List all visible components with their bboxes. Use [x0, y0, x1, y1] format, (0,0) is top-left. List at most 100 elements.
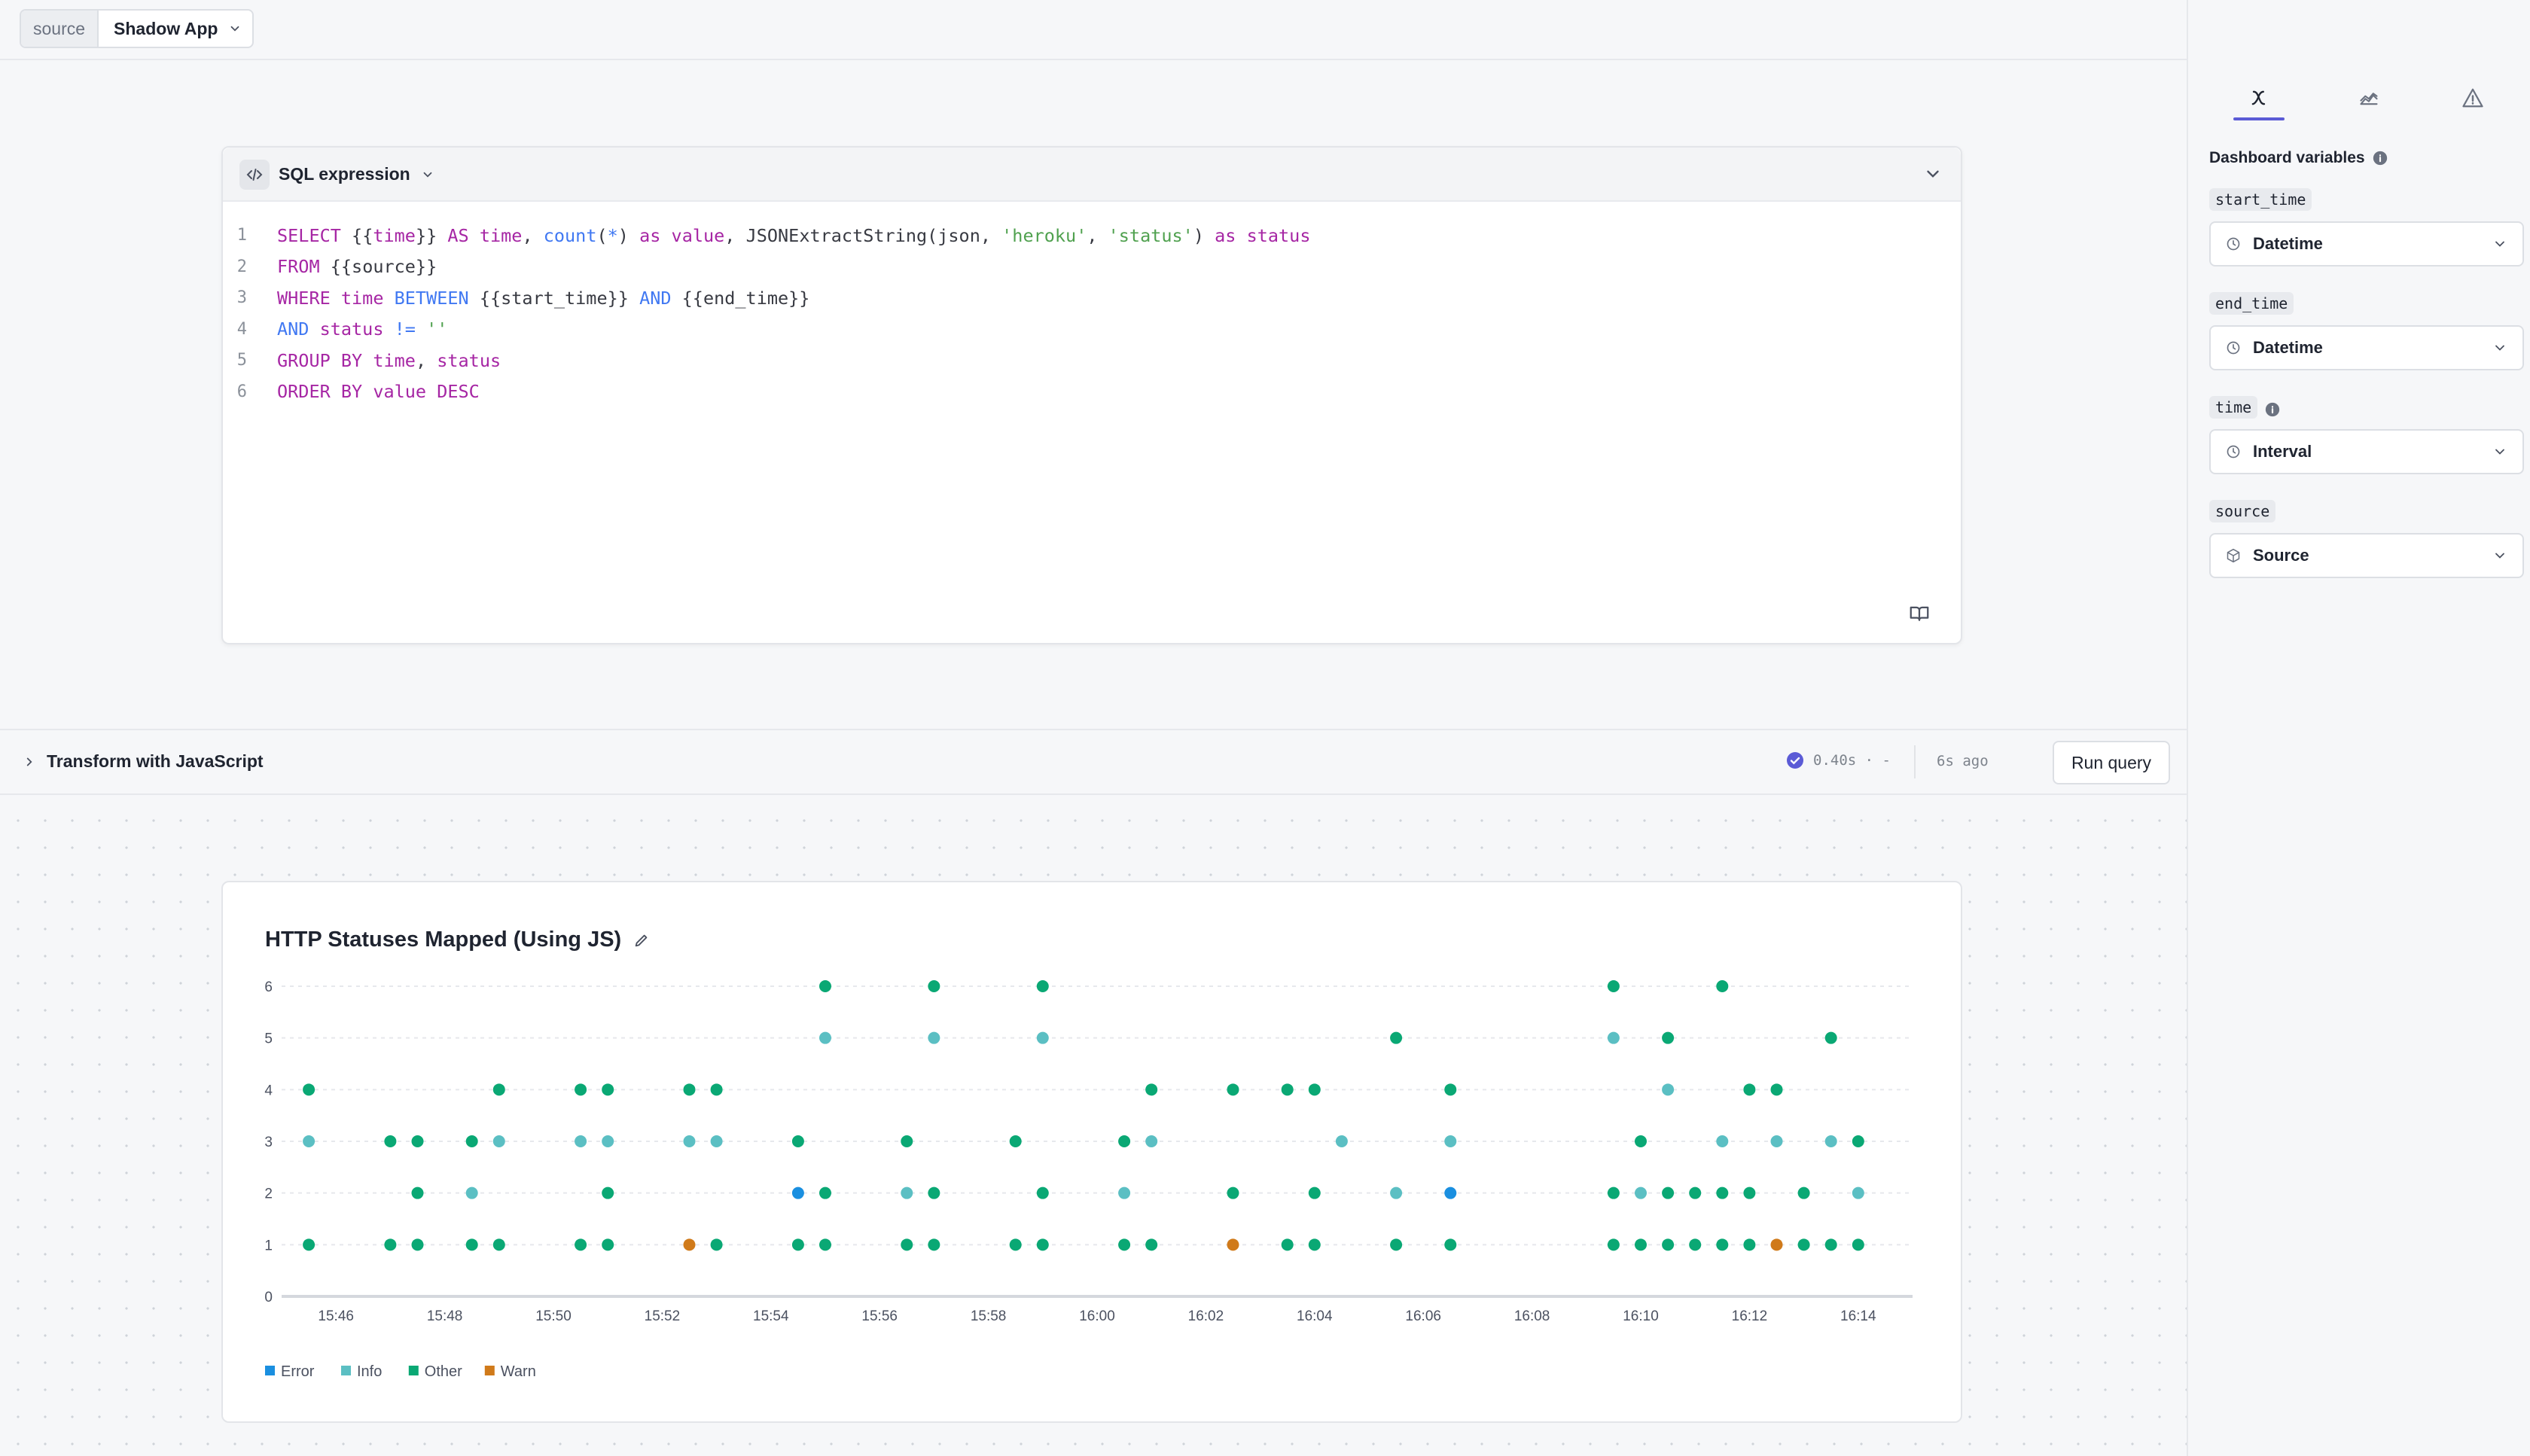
data-point-other[interactable] — [1607, 1186, 1620, 1199]
data-point-other[interactable] — [1118, 1135, 1131, 1147]
data-point-other[interactable] — [1743, 1083, 1756, 1096]
data-point-other[interactable] — [1852, 1238, 1864, 1251]
data-point-info[interactable] — [1824, 1135, 1837, 1147]
data-point-info[interactable] — [465, 1186, 478, 1199]
data-point-other[interactable] — [1607, 1238, 1620, 1251]
data-point-other[interactable] — [1444, 1083, 1457, 1096]
data-point-other[interactable] — [1662, 1238, 1675, 1251]
data-point-info[interactable] — [1716, 1135, 1729, 1147]
data-point-other[interactable] — [1145, 1083, 1158, 1096]
data-point-other[interactable] — [411, 1186, 424, 1199]
data-point-other[interactable] — [1444, 1238, 1457, 1251]
data-point-error[interactable] — [1444, 1186, 1457, 1199]
info-icon[interactable] — [2265, 402, 2280, 417]
data-point-warn[interactable] — [683, 1238, 696, 1251]
data-point-other[interactable] — [1118, 1238, 1131, 1251]
data-point-other[interactable] — [1824, 1238, 1837, 1251]
data-point-other[interactable] — [1281, 1083, 1294, 1096]
data-point-info[interactable] — [1118, 1186, 1131, 1199]
data-point-other[interactable] — [1824, 1031, 1837, 1044]
sql-code-editor[interactable]: 1 SELECT {{time}} AS time, count(*) as va… — [223, 220, 1961, 407]
data-point-info[interactable] — [1335, 1135, 1348, 1147]
data-point-other[interactable] — [411, 1135, 424, 1147]
data-point-other[interactable] — [1390, 1238, 1403, 1251]
data-point-info[interactable] — [1607, 1031, 1620, 1044]
data-point-other[interactable] — [1227, 1083, 1239, 1096]
data-point-other[interactable] — [1145, 1238, 1158, 1251]
data-point-other[interactable] — [928, 1186, 940, 1199]
data-point-other[interactable] — [819, 1186, 831, 1199]
data-point-other[interactable] — [465, 1135, 478, 1147]
data-point-info[interactable] — [303, 1135, 315, 1147]
data-point-other[interactable] — [303, 1238, 315, 1251]
data-point-other[interactable] — [465, 1238, 478, 1251]
data-point-other[interactable] — [575, 1238, 587, 1251]
tab-chart-settings[interactable] — [2346, 75, 2391, 120]
data-point-info[interactable] — [1635, 1186, 1647, 1199]
collapse-chevron-icon[interactable] — [1923, 164, 1943, 184]
data-point-warn[interactable] — [1770, 1238, 1783, 1251]
data-point-other[interactable] — [928, 980, 940, 992]
data-point-info[interactable] — [1444, 1135, 1457, 1147]
code-line[interactable]: 2 FROM {{source}} — [223, 251, 1961, 283]
data-point-other[interactable] — [1308, 1186, 1321, 1199]
code-line[interactable]: 4 AND status != '' — [223, 314, 1961, 346]
data-point-info[interactable] — [819, 1031, 831, 1044]
data-point-other[interactable] — [1689, 1238, 1702, 1251]
data-point-other[interactable] — [791, 1135, 804, 1147]
data-point-warn[interactable] — [1227, 1238, 1239, 1251]
data-point-other[interactable] — [1689, 1186, 1702, 1199]
data-point-other[interactable] — [602, 1186, 614, 1199]
data-point-other[interactable] — [1607, 980, 1620, 992]
data-point-other[interactable] — [1743, 1186, 1756, 1199]
data-point-other[interactable] — [602, 1238, 614, 1251]
variable-select-end-time[interactable]: Datetime — [2209, 325, 2524, 370]
variable-select-source[interactable]: Source — [2209, 533, 2524, 578]
code-line[interactable]: 6 ORDER BY value DESC — [223, 376, 1961, 408]
data-point-info[interactable] — [1770, 1135, 1783, 1147]
data-point-other[interactable] — [1716, 980, 1729, 992]
data-point-other[interactable] — [928, 1238, 940, 1251]
legend-label[interactable]: Error — [281, 1363, 315, 1380]
data-point-other[interactable] — [1743, 1238, 1756, 1251]
data-point-info[interactable] — [710, 1135, 723, 1147]
data-point-info[interactable] — [1390, 1186, 1403, 1199]
data-point-other[interactable] — [575, 1083, 587, 1096]
data-point-other[interactable] — [901, 1238, 913, 1251]
data-point-other[interactable] — [384, 1135, 397, 1147]
info-icon[interactable] — [2373, 151, 2388, 166]
data-point-other[interactable] — [1036, 1186, 1049, 1199]
legend-label[interactable]: Other — [425, 1363, 462, 1380]
data-point-other[interactable] — [384, 1238, 397, 1251]
data-point-info[interactable] — [1852, 1186, 1864, 1199]
data-point-other[interactable] — [683, 1083, 696, 1096]
data-point-info[interactable] — [575, 1135, 587, 1147]
data-point-other[interactable] — [1635, 1135, 1647, 1147]
data-point-other[interactable] — [1036, 980, 1049, 992]
data-point-other[interactable] — [1390, 1031, 1403, 1044]
transform-js-toggle[interactable]: Transform with JavaScript — [23, 751, 264, 772]
data-point-other[interactable] — [1852, 1135, 1864, 1147]
data-point-other[interactable] — [492, 1238, 505, 1251]
data-point-other[interactable] — [1797, 1238, 1810, 1251]
data-point-other[interactable] — [710, 1238, 723, 1251]
source-picker-value[interactable]: Shadow App — [99, 11, 252, 47]
data-point-error[interactable] — [791, 1186, 804, 1199]
data-point-other[interactable] — [1635, 1238, 1647, 1251]
pencil-icon[interactable] — [633, 932, 650, 949]
data-point-other[interactable] — [1009, 1135, 1022, 1147]
run-query-button[interactable]: Run query — [2053, 741, 2170, 784]
data-point-info[interactable] — [1145, 1135, 1158, 1147]
variable-select-start-time[interactable]: Datetime — [2209, 221, 2524, 267]
data-point-other[interactable] — [901, 1135, 913, 1147]
data-point-info[interactable] — [602, 1135, 614, 1147]
data-point-other[interactable] — [1797, 1186, 1810, 1199]
legend-label[interactable]: Info — [357, 1363, 382, 1380]
sql-mode-selector[interactable]: SQL expression — [279, 164, 434, 184]
data-point-info[interactable] — [683, 1135, 696, 1147]
data-point-other[interactable] — [1662, 1031, 1675, 1044]
data-point-other[interactable] — [1770, 1083, 1783, 1096]
tab-variables[interactable] — [2236, 75, 2282, 120]
variable-select-time[interactable]: Interval — [2209, 429, 2524, 474]
data-point-info[interactable] — [928, 1031, 940, 1044]
